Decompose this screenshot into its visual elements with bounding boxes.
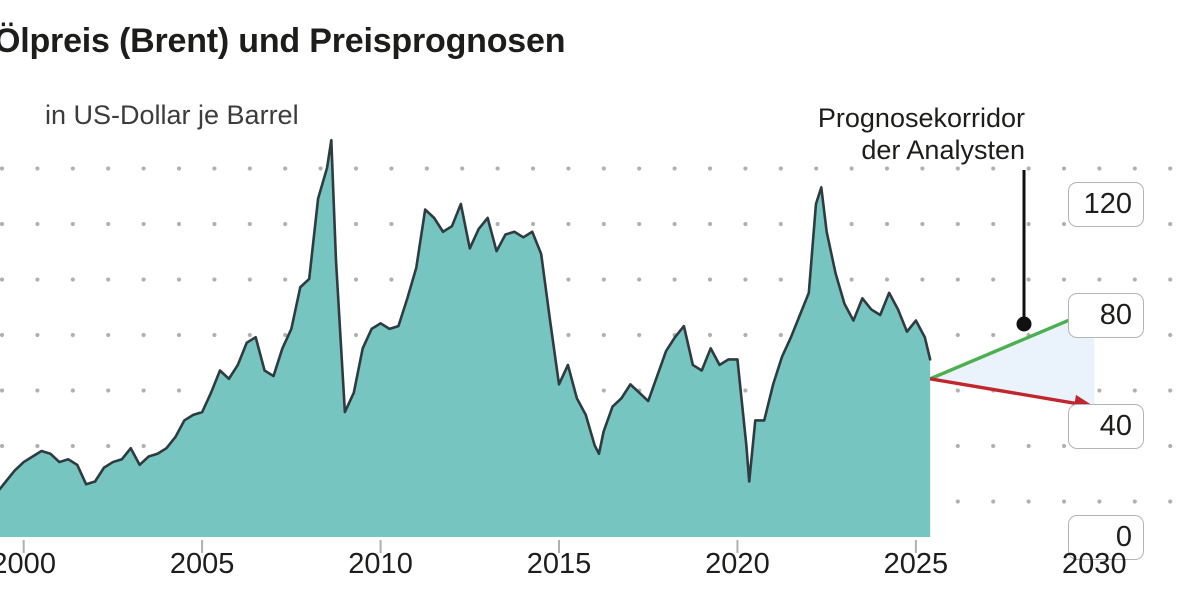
x-axis-label-2010: 2010: [348, 548, 413, 580]
x-axis-label-2020: 2020: [705, 548, 770, 580]
page-title: Ölpreis (Brent) und Preisprognosen: [0, 22, 566, 60]
annotation-leader-dot: [1016, 316, 1032, 332]
x-axis-label-2030: 2030: [1062, 548, 1127, 580]
y-axis-label-80: 80: [1068, 292, 1144, 338]
y-axis-label-40: 40: [1068, 403, 1144, 449]
y-axis-label-120: 120: [1068, 181, 1144, 227]
brent-price-area: [0, 140, 931, 537]
y-axis-label-0: 0: [1068, 514, 1144, 560]
x-axis-label-2015: 2015: [526, 548, 592, 580]
x-axis-label-2025: 2025: [883, 548, 949, 580]
x-axis-label-2005: 2005: [169, 548, 235, 580]
forecast-upper-arrow: [929, 313, 1082, 381]
forecast-lower-arrow: [929, 377, 1080, 406]
brent-price-line: [0, 138, 932, 491]
forecast-corridor-fill: [930, 309, 1095, 407]
